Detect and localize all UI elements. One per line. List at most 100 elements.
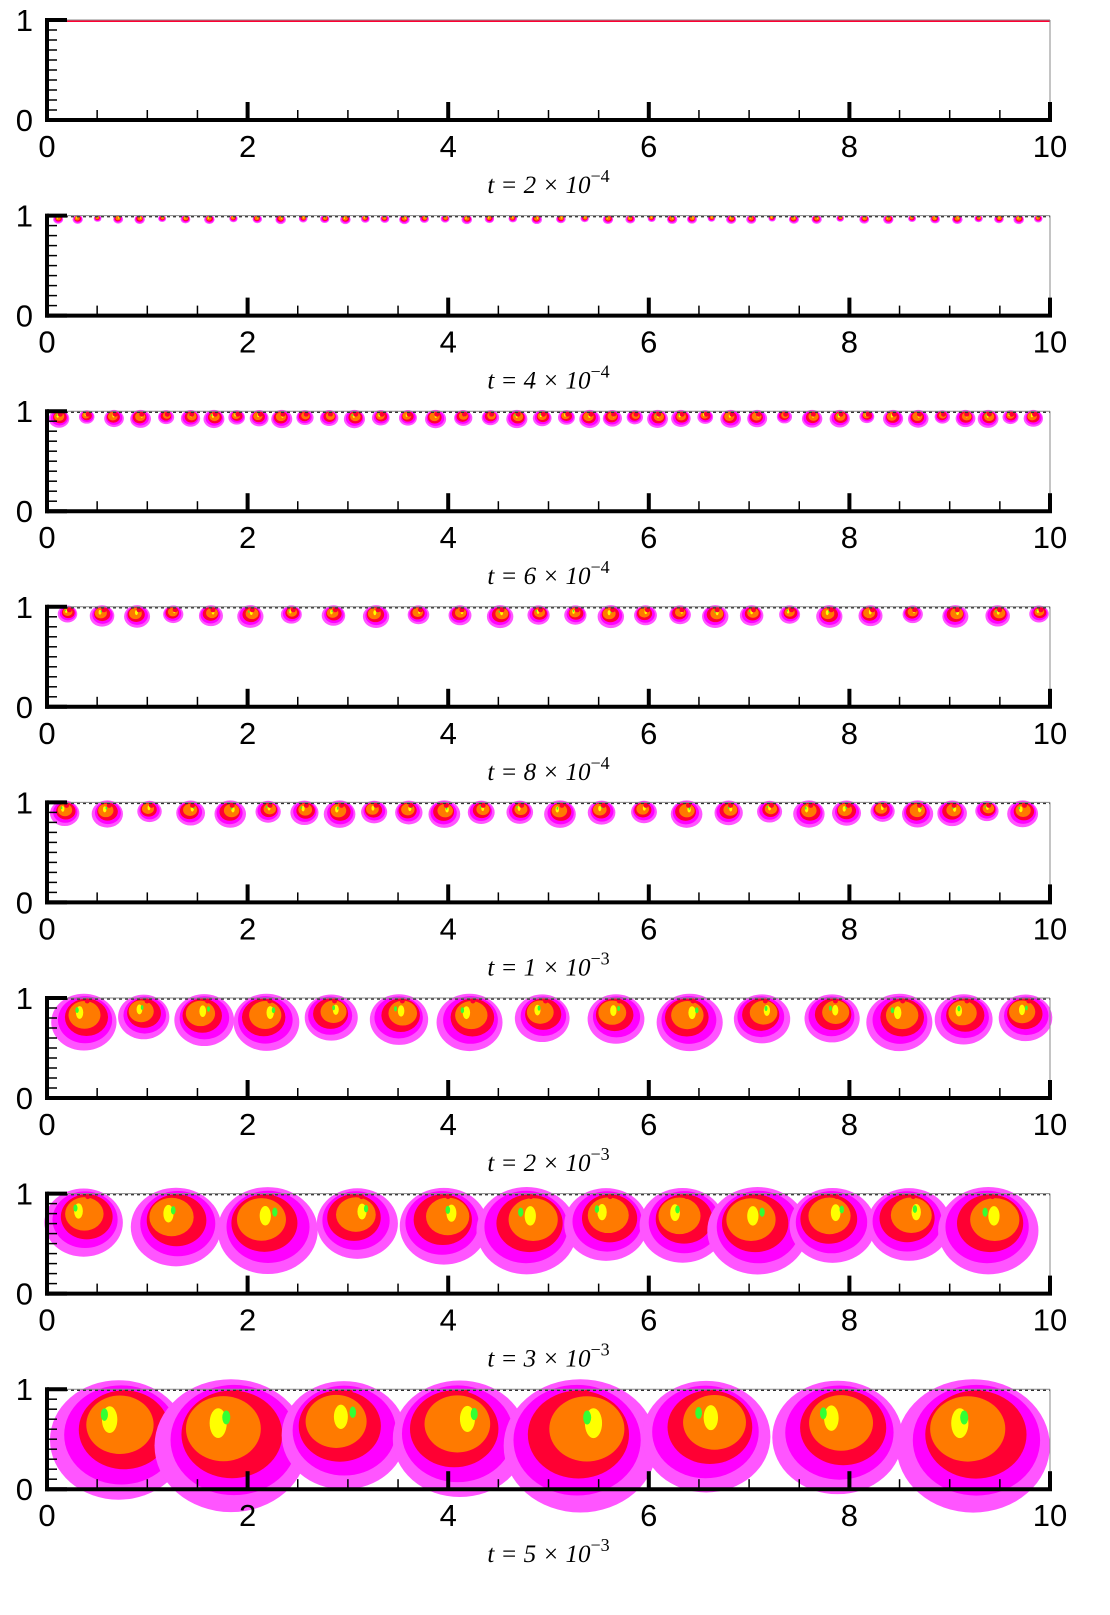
contour-band <box>455 1001 488 1030</box>
contour-band <box>960 1410 969 1425</box>
contour-band <box>729 217 731 218</box>
contour-band <box>954 216 960 221</box>
y-tick-label: 1 <box>16 590 33 625</box>
caption-exponent: −4 <box>591 557 610 577</box>
contour-band <box>787 609 789 612</box>
contour-band <box>300 806 303 809</box>
contour-band <box>695 1007 699 1014</box>
contour-band <box>86 1395 154 1455</box>
contour-band <box>839 1205 845 1214</box>
contour-band <box>825 610 829 616</box>
contour-field <box>44 1187 1050 1275</box>
contour-band <box>809 1395 874 1451</box>
contour-band <box>512 216 514 219</box>
contour-band <box>561 216 563 219</box>
x-tick-label: 0 <box>38 129 55 164</box>
contour-band <box>60 806 63 810</box>
contour-band <box>479 806 482 809</box>
droplet <box>540 411 546 417</box>
x-tick-label: 2 <box>239 1498 256 1533</box>
contour-band <box>1024 1005 1028 1011</box>
contour-band <box>184 216 185 218</box>
contour-band <box>890 1007 895 1014</box>
x-tick-label: 6 <box>640 1303 657 1338</box>
contour-band <box>518 1207 524 1217</box>
contour-band <box>64 609 66 612</box>
contour-band <box>912 1205 918 1213</box>
caption-exponent: −4 <box>591 166 610 186</box>
contour-field <box>47 1379 1050 1513</box>
caption: t = 6 × 10−4 <box>487 557 609 590</box>
y-tick-label: 1 <box>16 981 33 1016</box>
contour-band <box>514 803 528 815</box>
x-tick-label: 8 <box>841 325 858 360</box>
contour-band <box>535 609 537 612</box>
x-tick-label: 6 <box>640 1107 657 1142</box>
contour-band <box>1017 217 1018 219</box>
contour-field <box>47 214 1050 225</box>
x-tick-label: 4 <box>440 129 457 164</box>
contour-band <box>537 217 539 219</box>
contour-band <box>584 216 586 219</box>
contour-band <box>688 1006 696 1020</box>
contour-band <box>301 805 305 812</box>
contour-band <box>804 806 807 810</box>
contour-band <box>199 1005 207 1018</box>
x-tick-label: 10 <box>1033 1107 1067 1142</box>
contour-band <box>465 217 467 219</box>
contour-band <box>222 1410 231 1425</box>
caption-base: t = 3 × 10 <box>487 1346 591 1373</box>
contour-band <box>1008 413 1010 415</box>
y-tick-label: 1 <box>16 199 33 234</box>
contour-band <box>655 414 657 417</box>
x-tick-label: 4 <box>440 325 457 360</box>
contour-band <box>105 806 108 810</box>
x-tick-label: 8 <box>841 1303 858 1338</box>
y-tick-label: 0 <box>16 1472 33 1507</box>
contour-band <box>982 1207 988 1217</box>
contour-band <box>140 1005 144 1010</box>
contour-band <box>957 1006 961 1012</box>
contour-band <box>845 806 847 810</box>
x-tick-label: 0 <box>38 1303 55 1338</box>
y-tick-label: 1 <box>16 394 33 429</box>
x-tick-label: 2 <box>239 911 256 946</box>
x-tick-label: 2 <box>239 1107 256 1142</box>
x-tick-label: 0 <box>38 1498 55 1533</box>
contour-band <box>397 1005 405 1017</box>
x-tick-label: 8 <box>841 1107 858 1142</box>
droplet <box>751 607 757 613</box>
contour-band <box>711 216 713 219</box>
contour-band <box>249 1001 282 1030</box>
contour-band <box>583 1410 592 1425</box>
contour-band <box>958 217 959 219</box>
contour-band <box>890 1197 932 1233</box>
contour-band <box>556 806 559 810</box>
contour-band <box>371 805 375 811</box>
caption-exponent: −3 <box>591 948 610 968</box>
contour-band <box>764 803 778 815</box>
droplet <box>810 411 816 417</box>
contour-band <box>445 1205 451 1214</box>
x-tick-label: 8 <box>841 911 858 946</box>
contour-band <box>607 610 611 616</box>
contour-band <box>271 1007 276 1014</box>
x-tick-label: 0 <box>38 520 55 555</box>
contour-band <box>842 806 846 812</box>
contour-band <box>747 1206 759 1226</box>
contour-field <box>47 409 1050 429</box>
contour-band <box>893 1006 902 1020</box>
caption-exponent: −4 <box>591 753 610 773</box>
x-tick-label: 8 <box>841 1498 858 1533</box>
contour-band <box>617 1005 621 1012</box>
contour-band <box>65 1197 104 1231</box>
contour-band <box>460 1007 465 1014</box>
contour-band <box>498 610 500 613</box>
contour-band <box>488 216 490 219</box>
caption-base: t = 6 × 10 <box>487 563 591 590</box>
x-tick-label: 10 <box>1033 716 1067 751</box>
contour-band <box>303 216 305 219</box>
contour-band <box>703 1405 719 1431</box>
x-tick-label: 2 <box>239 1303 256 1338</box>
